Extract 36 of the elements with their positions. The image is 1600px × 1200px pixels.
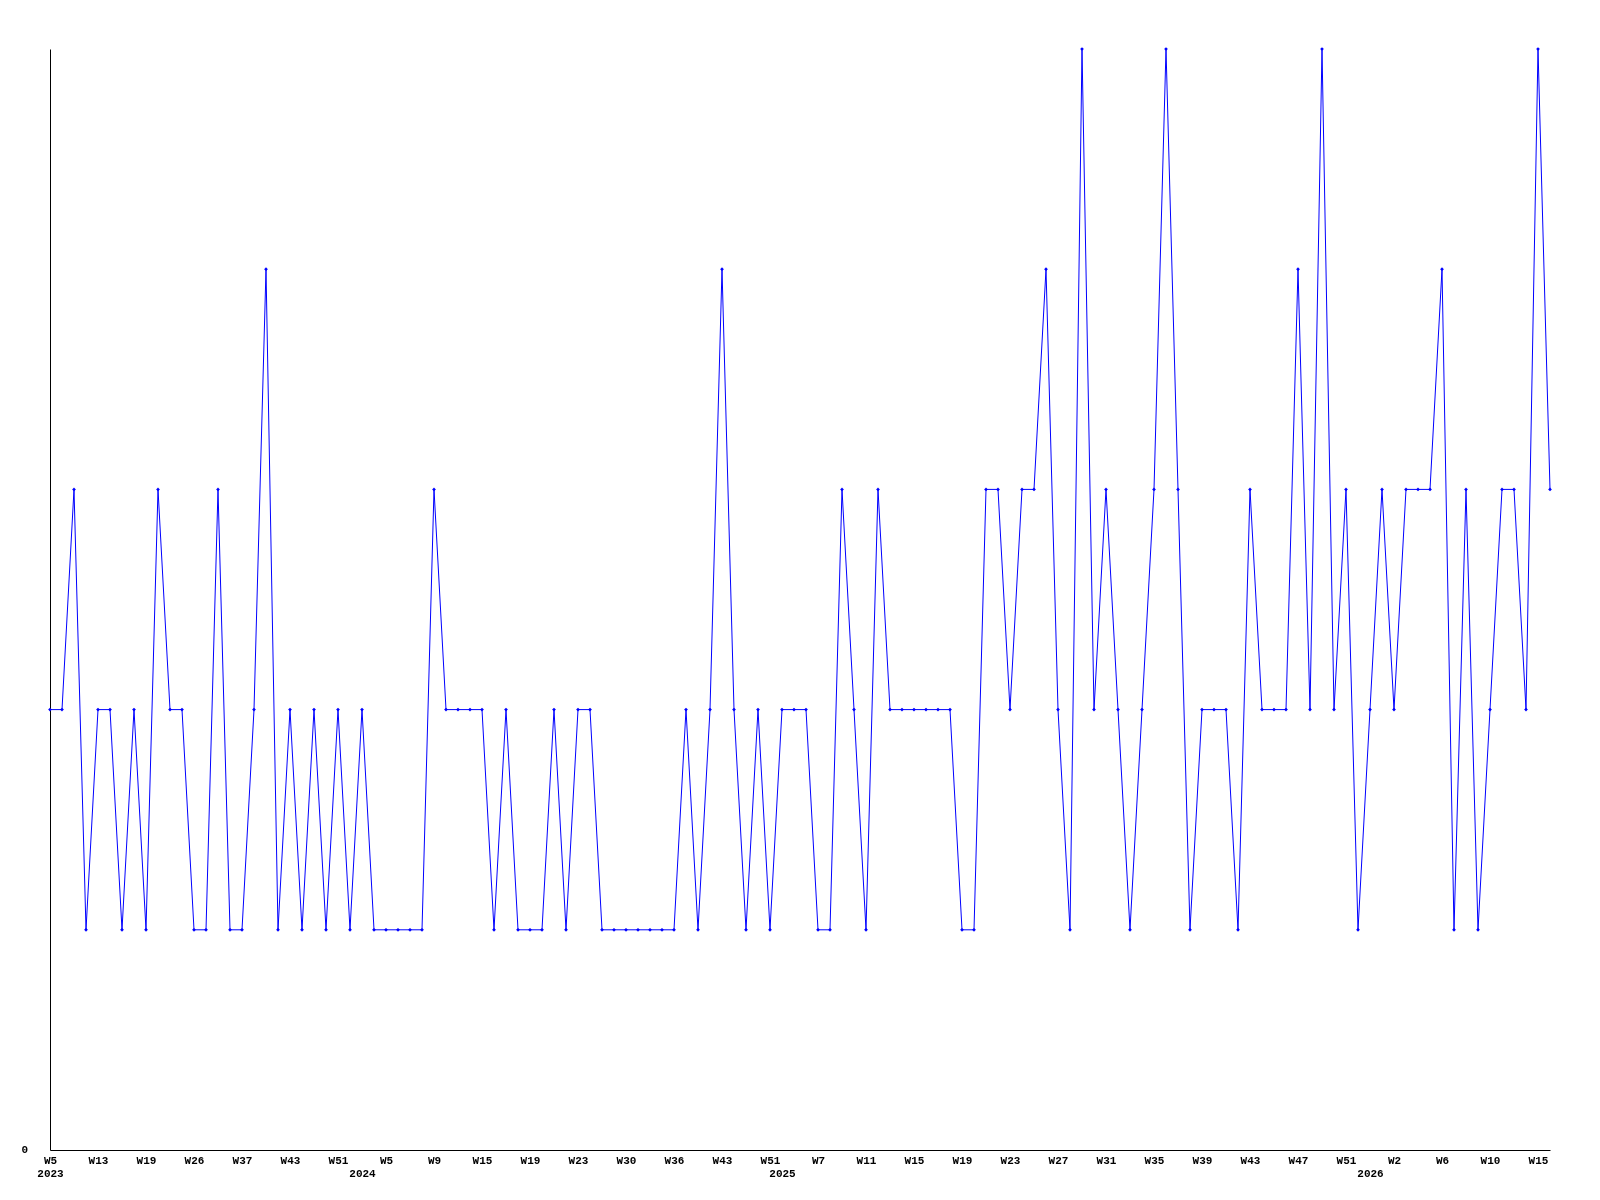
- x-tick-label: W6: [1435, 1154, 1450, 1167]
- x-tick-label: W15: [904, 1154, 925, 1167]
- x-tick-label: W19: [520, 1154, 541, 1167]
- x-tick-label: 2024: [349, 1167, 377, 1180]
- x-tick-label: W36: [664, 1154, 685, 1167]
- x-tick-label: W19: [952, 1154, 973, 1167]
- x-tick-label: W7: [811, 1154, 826, 1167]
- x-tick-label: W37: [232, 1154, 253, 1167]
- x-tick-label: W13: [88, 1154, 109, 1167]
- x-tick-label: W30: [616, 1154, 637, 1167]
- x-tick-label: W15: [1528, 1154, 1549, 1167]
- x-tick-label: W10: [1480, 1154, 1501, 1167]
- x-tick-label: W23: [568, 1154, 589, 1167]
- x-tick-label: W43: [1240, 1154, 1261, 1167]
- x-tick-label: W47: [1288, 1154, 1309, 1167]
- x-tick-label: W2: [1387, 1154, 1402, 1167]
- x-tick-label: W11: [856, 1154, 877, 1167]
- x-tick-label: W9: [427, 1154, 442, 1167]
- x-tick-label: W39: [1192, 1154, 1213, 1167]
- x-tick-label: W5 2023: [37, 1154, 65, 1180]
- x-tick-label: 2025: [769, 1167, 797, 1180]
- x-tick-label: W15: [472, 1154, 493, 1167]
- x-tick-label: W35: [1144, 1154, 1165, 1167]
- x-tick-label: W23: [1000, 1154, 1021, 1167]
- x-tick-label: W26: [184, 1154, 205, 1167]
- x-tick-label: W19: [136, 1154, 157, 1167]
- x-tick-label: W5: [379, 1154, 394, 1167]
- x-tick-label: W43: [280, 1154, 301, 1167]
- x-tick-label: 2026: [1357, 1167, 1384, 1180]
- x-tick-label: W43: [712, 1154, 733, 1167]
- x-tick-label: W51: [1336, 1154, 1357, 1167]
- x-tick-label: W31: [1096, 1154, 1117, 1167]
- text: 0: [21, 1144, 28, 1156]
- x-tick-label: W51: [328, 1154, 349, 1167]
- x-tick-label: W51: [760, 1154, 781, 1167]
- x-tick-label: W27: [1048, 1154, 1069, 1167]
